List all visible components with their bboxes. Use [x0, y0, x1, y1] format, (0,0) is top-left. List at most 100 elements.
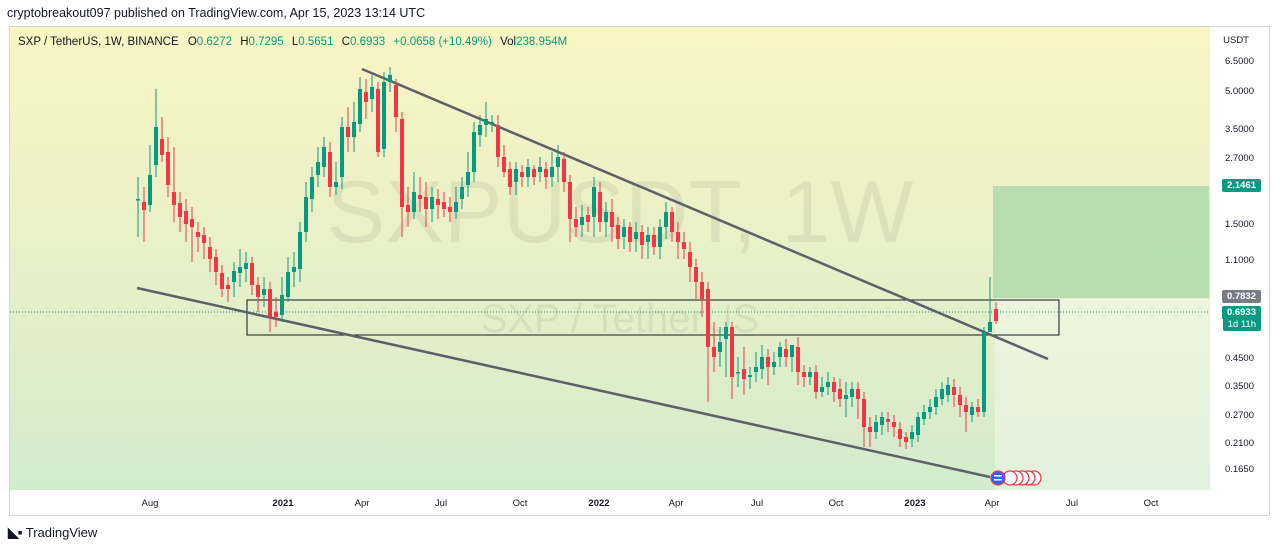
candle-body[interactable] [526, 167, 530, 177]
candle-body[interactable] [808, 372, 812, 377]
candle-body[interactable] [916, 417, 920, 435]
candle-body[interactable] [772, 362, 776, 367]
candle-body[interactable] [142, 202, 146, 210]
candle-body[interactable] [304, 197, 308, 232]
candle-body[interactable] [994, 309, 998, 321]
candle-body[interactable] [388, 75, 392, 82]
candle-body[interactable] [910, 432, 914, 439]
candle-body[interactable] [262, 289, 266, 295]
resistance-box[interactable] [246, 299, 1060, 336]
candle-body[interactable] [988, 322, 992, 332]
candle-body[interactable] [184, 211, 188, 224]
candle-body[interactable] [478, 125, 482, 135]
chart-area[interactable]: SXPUSDT, 1W SXP / TetherUS SXP / TetherU… [9, 26, 1270, 516]
candle-body[interactable] [868, 427, 872, 432]
candle-body[interactable] [574, 219, 578, 227]
candle-body[interactable] [196, 232, 200, 237]
candle-body[interactable] [556, 157, 560, 167]
candle-body[interactable] [754, 367, 758, 372]
candle-body[interactable] [442, 202, 446, 209]
candle-body[interactable] [568, 182, 572, 219]
candle-body[interactable] [646, 235, 650, 242]
candle-body[interactable] [160, 139, 164, 155]
candle-body[interactable] [820, 387, 824, 392]
candle-body[interactable] [178, 203, 182, 217]
events-flag-icon[interactable] [990, 470, 1042, 486]
candle-body[interactable] [616, 225, 620, 239]
candle-body[interactable] [346, 127, 350, 137]
candle-body[interactable] [352, 122, 356, 137]
candle-body[interactable] [742, 369, 746, 379]
candle-body[interactable] [154, 127, 158, 165]
candle-body[interactable] [856, 389, 860, 399]
chart-canvas[interactable]: SXPUSDT, 1W SXP / TetherUS [10, 27, 1269, 515]
candle-body[interactable] [370, 87, 374, 99]
candle-body[interactable] [592, 187, 596, 217]
candle-body[interactable] [790, 345, 794, 357]
candle-body[interactable] [466, 172, 470, 185]
symbol-name[interactable]: SXP / TetherUS, 1W, BINANCE [18, 36, 179, 48]
candle-body[interactable] [580, 217, 584, 225]
candle-body[interactable] [622, 227, 626, 237]
candle-body[interactable] [166, 152, 170, 185]
candle-body[interactable] [874, 422, 878, 432]
candle-body[interactable] [970, 407, 974, 415]
candle-body[interactable] [922, 412, 926, 419]
candle-body[interactable] [838, 389, 842, 399]
candle-body[interactable] [430, 197, 434, 209]
candle-body[interactable] [682, 242, 686, 249]
candle-body[interactable] [760, 357, 764, 369]
candle-body[interactable] [814, 372, 818, 392]
candle-body[interactable] [472, 132, 476, 172]
lower-trendline[interactable] [136, 286, 991, 479]
candle-body[interactable] [406, 205, 410, 212]
candle-body[interactable] [688, 252, 692, 267]
candle-body[interactable] [496, 125, 500, 157]
candle-body[interactable] [940, 389, 944, 399]
candle-body[interactable] [826, 382, 830, 387]
candle-body[interactable] [292, 267, 296, 272]
candle-body[interactable] [256, 285, 260, 297]
candle-body[interactable] [376, 89, 380, 152]
candle-body[interactable] [322, 147, 326, 167]
candle-body[interactable] [784, 349, 788, 357]
candle-body[interactable] [796, 347, 800, 372]
candle-body[interactable] [982, 332, 986, 412]
candle-body[interactable] [544, 169, 548, 177]
candle-body[interactable] [712, 347, 716, 357]
candle-body[interactable] [280, 295, 284, 315]
candle-body[interactable] [892, 422, 896, 427]
candle-body[interactable] [214, 257, 218, 272]
candle-body[interactable] [190, 219, 194, 227]
candle-body[interactable] [658, 227, 662, 247]
candle-body[interactable] [532, 169, 536, 177]
candle-body[interactable] [418, 195, 422, 199]
candle-body[interactable] [604, 212, 608, 222]
candle-body[interactable] [172, 192, 176, 205]
candle-body[interactable] [436, 199, 440, 205]
candle-body[interactable] [664, 212, 668, 227]
candle-body[interactable] [424, 197, 428, 209]
candle-body[interactable] [904, 437, 908, 442]
candle-body[interactable] [844, 395, 848, 399]
candle-body[interactable] [220, 273, 224, 289]
candle-body[interactable] [148, 175, 152, 205]
candle-body[interactable] [382, 82, 386, 149]
candle-body[interactable] [460, 187, 464, 199]
candle-body[interactable] [274, 312, 278, 317]
candle-body[interactable] [946, 385, 950, 395]
candle-body[interactable] [202, 235, 206, 243]
candle-body[interactable] [448, 207, 452, 212]
candle-body[interactable] [400, 119, 404, 207]
candle-body[interactable] [736, 372, 740, 374]
candle-body[interactable] [928, 407, 932, 412]
candle-body[interactable] [706, 289, 710, 347]
candle-body[interactable] [520, 172, 524, 177]
candle-body[interactable] [538, 167, 542, 172]
candle-body[interactable] [832, 382, 836, 392]
candle-body[interactable] [886, 419, 890, 422]
candle-body[interactable] [652, 235, 656, 247]
candle-body[interactable] [412, 192, 416, 212]
candle-body[interactable] [964, 405, 968, 412]
candle-body[interactable] [952, 387, 956, 395]
